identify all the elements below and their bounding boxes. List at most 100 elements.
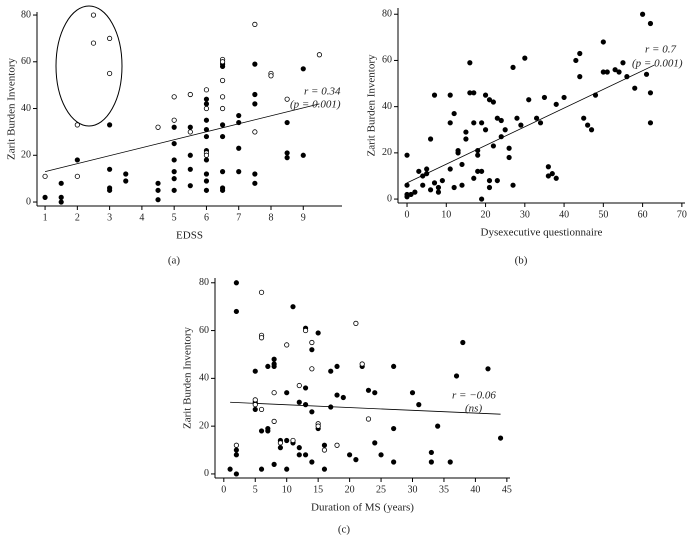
regression-line (406, 64, 655, 184)
filled-point (409, 390, 416, 396)
open-point (309, 339, 315, 346)
x-tick-label: 60 (638, 209, 648, 220)
open-point (252, 402, 258, 408)
open-point (219, 59, 226, 65)
open-point (171, 94, 177, 100)
open-point (271, 390, 277, 396)
filled-point (258, 466, 265, 472)
open-point (42, 173, 48, 179)
filled-point (455, 150, 461, 156)
x-tick-label: 40 (559, 209, 569, 220)
filled-point (577, 50, 583, 57)
open-point (258, 289, 265, 295)
open-point (187, 91, 193, 98)
filled-point (58, 194, 64, 200)
filled-point (107, 187, 113, 193)
filled-point (447, 166, 453, 172)
filled-point (502, 127, 508, 133)
open-point (219, 77, 226, 84)
filled-point (42, 194, 48, 200)
filled-point (203, 171, 210, 177)
open-point (219, 94, 226, 100)
filled-point (620, 60, 626, 66)
x-tick-label: 20 (481, 209, 491, 220)
open-point (252, 21, 258, 27)
open-point (302, 327, 309, 334)
filled-point (171, 187, 177, 193)
annotation: (p = 0.001) (290, 99, 341, 111)
filled-point (227, 466, 233, 472)
filled-point (533, 115, 540, 121)
filled-point (420, 182, 426, 188)
x-axis-label: EDSS (176, 230, 203, 242)
filled-point (203, 117, 210, 123)
filled-point (424, 171, 430, 177)
filled-point (553, 101, 559, 107)
filled-point (233, 280, 239, 286)
x-tick-label: 30 (408, 484, 418, 495)
filled-point (624, 74, 630, 80)
filled-point (459, 182, 465, 188)
filled-point (463, 136, 469, 142)
panel-label: (b) (515, 255, 528, 267)
y-tick-label: 40 (382, 101, 392, 112)
filled-point (431, 180, 438, 186)
filled-point (334, 392, 340, 398)
x-tick-label: 9 (301, 212, 306, 223)
filled-point (431, 92, 438, 98)
filled-point (123, 171, 129, 177)
filled-point (494, 115, 500, 121)
filled-point (647, 20, 654, 27)
x-tick-label: 70 (677, 209, 687, 220)
y-axis-label: Zarit Burden Inventory (6, 57, 18, 160)
filled-point (74, 157, 80, 163)
filled-point (490, 143, 497, 149)
filled-point (284, 466, 290, 472)
filled-point (219, 63, 226, 70)
filled-point (471, 90, 477, 96)
filled-point (284, 390, 290, 396)
filled-point (171, 124, 177, 130)
y-tick-label: 60 (199, 325, 209, 336)
filled-point (340, 394, 346, 401)
open-point (284, 96, 290, 102)
filled-point (561, 94, 567, 101)
filled-point (107, 166, 113, 172)
x-tick-label: 0 (405, 209, 410, 220)
filled-point (404, 182, 410, 188)
open-point (107, 70, 113, 77)
filled-point (236, 169, 242, 175)
x-tick-label: 5 (253, 484, 258, 495)
filled-point (451, 110, 457, 117)
filled-point (545, 173, 551, 179)
filled-point (284, 119, 290, 126)
filled-point (510, 64, 516, 70)
filled-point (549, 171, 555, 177)
filled-point (471, 120, 477, 126)
x-tick-label: 7 (236, 212, 241, 223)
x-tick-label: 15 (313, 484, 323, 495)
filled-point (233, 452, 239, 458)
filled-point (353, 457, 359, 463)
x-tick-label: 30 (520, 209, 530, 220)
open-point (258, 335, 265, 341)
open-point (365, 416, 372, 422)
annotation: (ns) (465, 403, 482, 415)
filled-point (408, 191, 414, 198)
filled-point (427, 187, 434, 193)
x-tick-label: 2 (75, 212, 80, 223)
filled-point (404, 194, 410, 200)
x-tick-label: 6 (204, 212, 209, 223)
x-tick-label: 35 (439, 484, 449, 495)
filled-point (490, 99, 497, 105)
filled-point (485, 366, 491, 372)
filled-point (58, 180, 64, 186)
filled-point (203, 96, 210, 102)
annotation: r = 0.34 (304, 86, 341, 98)
open-point (187, 129, 193, 135)
filled-point (300, 66, 306, 72)
filled-point (553, 175, 559, 181)
filled-point (284, 437, 290, 444)
filled-point (284, 155, 290, 161)
filled-point (203, 101, 210, 107)
